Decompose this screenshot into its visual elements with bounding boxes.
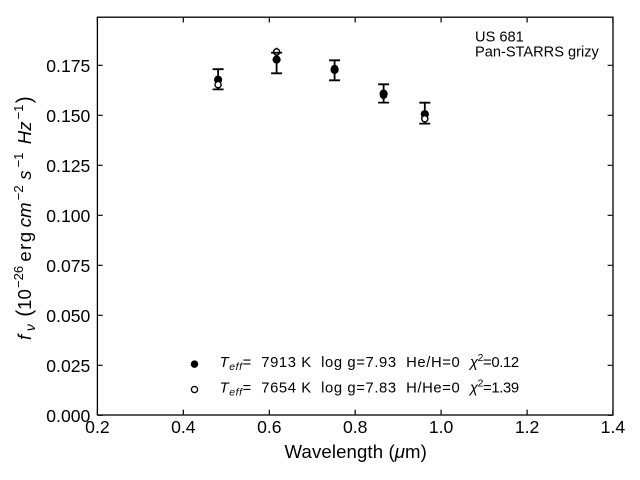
svg-text:1.0: 1.0 xyxy=(429,417,454,437)
svg-text:0.025: 0.025 xyxy=(46,356,90,376)
svg-text:Teff= 7913 K log g=7.93 He/: Teff= 7913 K log g=7.93 He/H=0 xyxy=(220,355,460,373)
svg-text:0.150: 0.150 xyxy=(46,106,90,126)
svg-text:0.4: 0.4 xyxy=(171,417,196,437)
svg-text:0.000: 0.000 xyxy=(46,406,90,426)
svg-text:US 681: US 681 xyxy=(475,30,524,46)
svg-text:0.175: 0.175 xyxy=(46,56,90,76)
svg-text:χ2=0.12: χ2=0.12 xyxy=(468,353,519,371)
svg-text:0.8: 0.8 xyxy=(343,417,368,437)
svg-text:0.075: 0.075 xyxy=(46,256,90,276)
svg-text:0.125: 0.125 xyxy=(46,156,90,176)
svg-text:1.2: 1.2 xyxy=(515,417,539,437)
svg-text:Teff= 7654 K log g=7.83 H/H: Teff= 7654 K log g=7.83 H/He=0 xyxy=(220,381,460,399)
svg-text:fν(10−26ergcm−2s−1Hz−1): fν(10−26ergcm−2s−1Hz−1) xyxy=(11,96,38,340)
svg-text:Pan-STARRS grizy: Pan-STARRS grizy xyxy=(475,44,600,60)
svg-text:1.4: 1.4 xyxy=(601,417,626,437)
svg-text:0.100: 0.100 xyxy=(46,206,90,226)
svg-text:0.050: 0.050 xyxy=(46,306,90,326)
svg-text:0.6: 0.6 xyxy=(257,417,282,437)
svg-text:0.2: 0.2 xyxy=(85,417,109,437)
svg-text:χ2=1.39: χ2=1.39 xyxy=(468,379,519,397)
svg-text:Wavelength (μm): Wavelength (μm) xyxy=(285,441,427,462)
